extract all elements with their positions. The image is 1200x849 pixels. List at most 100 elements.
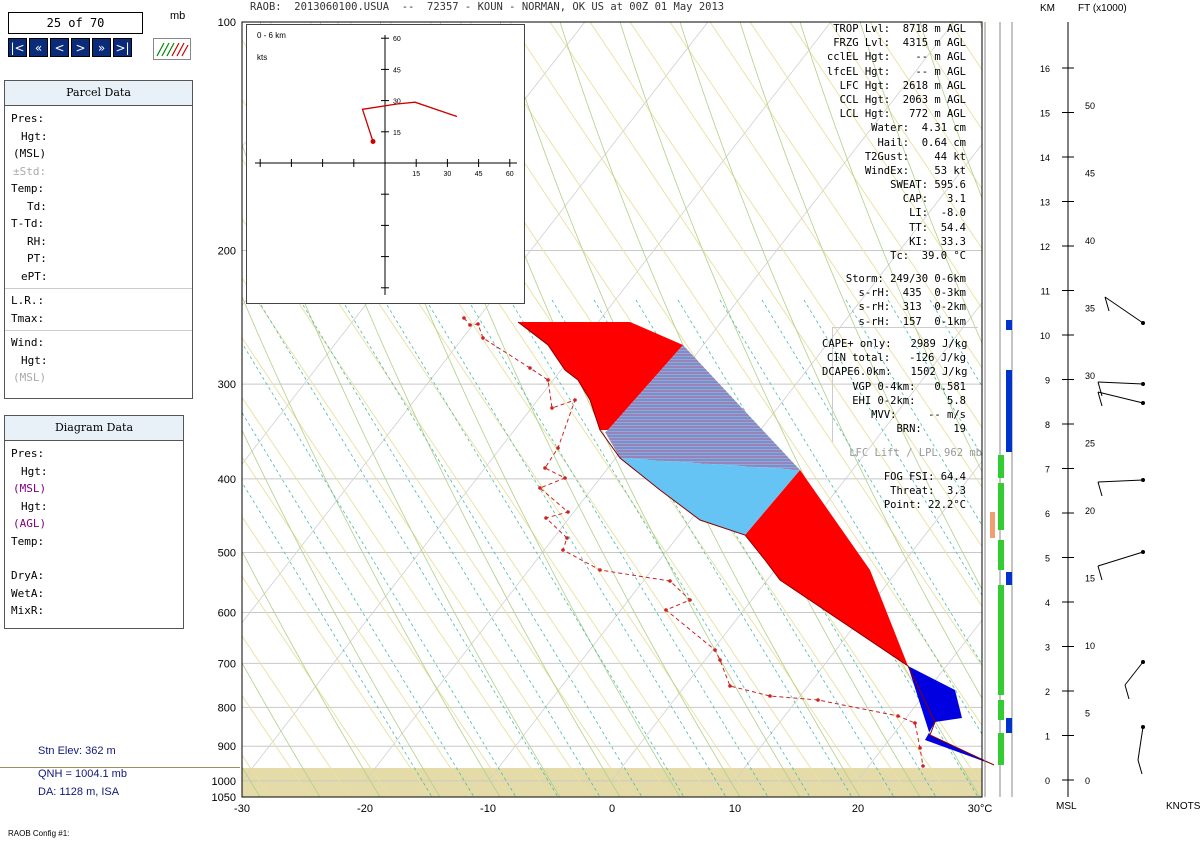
last-sounding-button[interactable]: >| — [113, 38, 132, 57]
diagram-data-panel: Diagram Data Pres: Hgt: (MSL) Hgt: (AGL)… — [4, 415, 184, 629]
stat-line: s-rH: 435 0-3km — [858, 287, 966, 300]
diagram-row: Hgt: — [21, 499, 48, 513]
dewpoint-point — [538, 486, 542, 490]
isotherm — [611, 302, 982, 781]
rewind-button[interactable]: « — [29, 38, 48, 57]
cloud-bar — [998, 700, 1004, 720]
pressure-tick-label: 700 — [218, 658, 236, 670]
mixing-ratio-line — [887, 299, 982, 457]
station-elevation: Stn Elev: 362 m — [38, 745, 116, 757]
dry-adiabat — [242, 158, 671, 797]
dry-adiabat — [990, 22, 1200, 797]
cape-area-lower — [745, 470, 908, 666]
wind-barb-legend-icon[interactable] — [153, 38, 191, 60]
stat-line: Storm: 249/30 0-6km — [845, 273, 966, 285]
temperature-tick-label: 0 — [609, 803, 615, 815]
temperature-profile — [517, 321, 995, 766]
stat-line: DCAPE6.0km: 1502 J/kg — [822, 366, 968, 379]
moist-adiabat — [799, 22, 982, 473]
dewpoint-point — [918, 746, 922, 750]
diagram-row: Temp: — [11, 534, 45, 548]
dry-adiabat — [869, 22, 982, 190]
mixing-ratio-line — [719, 299, 982, 735]
stat-line: cclEL Hgt: -- m AGL — [826, 51, 966, 64]
wind-barb — [1097, 391, 1144, 404]
hodograph-x-label: 15 — [412, 171, 420, 178]
moist-adiabat — [679, 22, 982, 700]
dewpoint-point — [668, 579, 672, 583]
stat-line: EHI 0-2km: 5.8 — [852, 394, 966, 407]
density-altitude: DA: 1128 m, ISA — [38, 786, 120, 798]
icing-bar — [990, 512, 995, 538]
cloud-bar — [998, 540, 1004, 570]
dewpoint-point — [718, 658, 722, 662]
km-axis-label: KM — [1040, 3, 1055, 14]
previous-button[interactable]: < — [50, 38, 69, 57]
stat-line: CAP: 3.1 — [902, 193, 966, 206]
fast-forward-button[interactable]: » — [92, 38, 111, 57]
hodograph-trace — [361, 101, 458, 142]
km-tick-label: 9 — [1045, 376, 1050, 386]
km-tick-label: 1 — [1045, 732, 1050, 742]
hodograph-y-label: 30 — [393, 99, 401, 106]
dry-adiabat — [242, 456, 471, 797]
wind-barb-flag — [1124, 684, 1130, 700]
wind-barb — [1097, 381, 1144, 385]
dewpoint-point — [573, 398, 577, 402]
dewpoint-point — [921, 764, 925, 768]
stat-line: T2Gust: 44 kt — [864, 150, 966, 163]
hodograph-units: kts — [257, 53, 268, 62]
mixing-ratio-line — [509, 299, 811, 797]
mixing-ratio-line — [467, 299, 769, 797]
parcel-row: Tmax: — [11, 311, 45, 325]
isotherm — [365, 22, 955, 781]
wind-barb — [1137, 726, 1144, 761]
qnh-value: QNH = 1004.1 mb — [38, 768, 127, 780]
dewpoint-point — [528, 366, 532, 370]
wind-barb — [1124, 661, 1144, 686]
hodograph-title: 0 - 6 km — [257, 31, 286, 40]
temperature-tick-label: -10 — [480, 803, 496, 815]
cloud-bar — [998, 455, 1004, 478]
stat-line: FRZG Lvl: 4315 m AGL — [833, 37, 966, 50]
pressure-tick-label: 100 — [218, 17, 236, 29]
wind-barb-flag — [1097, 391, 1103, 407]
ft-tick-label: 50 — [1085, 101, 1095, 111]
pressure-tick-label: 300 — [218, 379, 236, 391]
temperature-tick-label: 30°C — [968, 803, 993, 815]
pressure-tick-label: 900 — [218, 741, 236, 753]
dry-adiabat — [709, 22, 982, 429]
stat-line: KI: 33.3 — [909, 235, 966, 248]
isotherm — [1104, 0, 1200, 780]
moisture-bar — [1006, 572, 1012, 585]
km-tick-label: 7 — [1045, 465, 1050, 475]
dewpoint-point — [598, 568, 602, 572]
stat-line: LCL Hgt: 772 m AGL — [839, 108, 966, 121]
pressure-tick-label: 500 — [218, 547, 236, 559]
diagram-row: (AGL) — [13, 517, 47, 530]
next-button[interactable]: > — [71, 38, 90, 57]
dewpoint-point — [468, 323, 472, 327]
dewpoint-point — [481, 336, 485, 340]
mixing-ratio-line — [299, 299, 601, 797]
pressure-tick-label: 1050 — [212, 792, 236, 804]
parcel-row: Hgt: — [21, 129, 48, 143]
hodograph-y-label: 45 — [393, 67, 401, 74]
dry-adiabat — [242, 754, 271, 797]
first-sounding-button[interactable]: |< — [8, 38, 27, 57]
temperature-tick-label: -20 — [357, 803, 373, 815]
km-tick-label: 3 — [1045, 643, 1050, 653]
parcel-data-panel: Parcel Data Pres: Hgt: (MSL) ±Std: Temp:… — [4, 80, 193, 399]
mixing-ratio-line — [383, 299, 685, 797]
km-tick-label: 2 — [1045, 687, 1050, 697]
dewpoint-point — [713, 648, 717, 652]
hodograph[interactable]: 0 - 6 km kts 15 30 45 60 15 30 45 60 — [246, 24, 525, 304]
wind-barb — [1097, 479, 1144, 483]
km-tick-label: 15 — [1040, 109, 1050, 119]
plot-frame — [241, 21, 983, 798]
lfc-lift-note: LFC Lift / LPL 962 mb — [849, 447, 982, 459]
mb-label: mb — [170, 10, 186, 22]
km-tick-label: 10 — [1040, 331, 1050, 341]
dewpoint-point — [550, 406, 554, 410]
